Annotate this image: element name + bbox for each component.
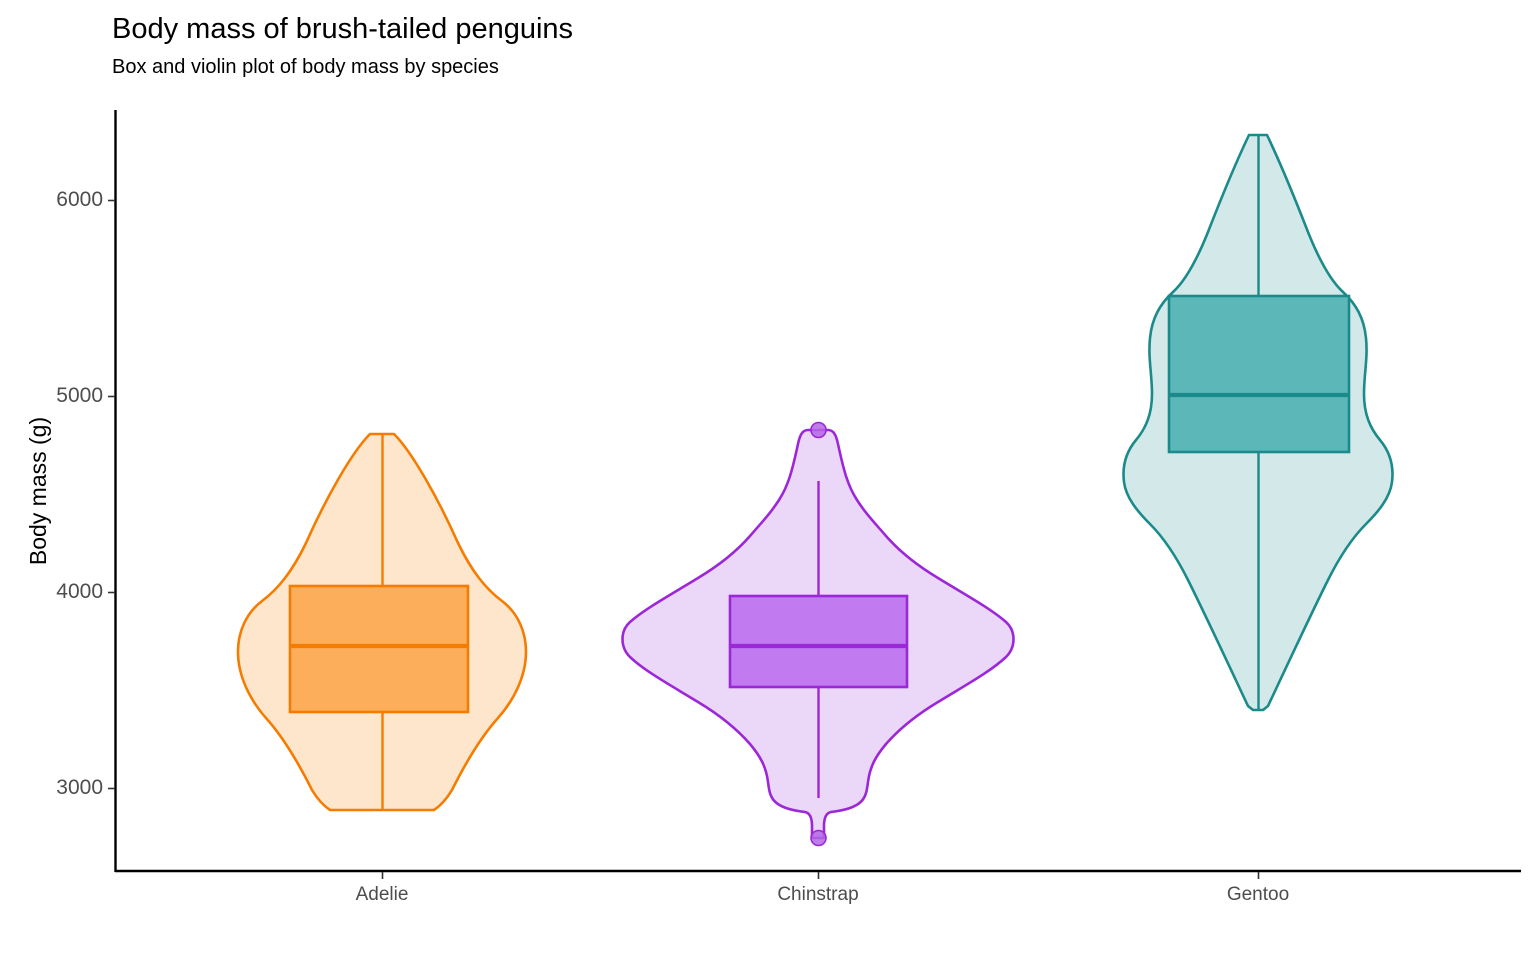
outlier-point-chinstrap-high[interactable] (810, 421, 827, 439)
chart-subtitle: Box and violin plot of body mass by spec… (112, 56, 499, 79)
y-axis-tick-labels: 6000 5000 4000 3000 (0, 0, 103, 960)
group-adelie[interactable] (236, 432, 528, 812)
x-tick-label-chinstrap: Chinstrap (777, 884, 859, 905)
group-chinstrap[interactable] (621, 421, 1015, 847)
box-gentoo[interactable] (1167, 294, 1351, 454)
axis-lines (108, 110, 1521, 879)
y-tick-label-6000: 6000 (56, 188, 103, 211)
outlier-point-chinstrap-low[interactable] (810, 829, 827, 847)
page-title: Body mass of brush-tailed penguins (112, 13, 574, 45)
x-tick-label-gentoo: Gentoo (1226, 884, 1290, 905)
y-tick-label-4000: 4000 (56, 580, 103, 603)
group-gentoo[interactable] (1122, 133, 1394, 712)
x-tick-label-adelie: Adelie (355, 884, 409, 905)
y-tick-label-3000: 3000 (56, 776, 103, 799)
box-chinstrap[interactable] (728, 594, 909, 689)
title-block: Body mass of brush-tailed penguins Box a… (112, 12, 1412, 80)
y-tick-label-5000: 5000 (56, 384, 103, 407)
box-adelie[interactable] (288, 584, 470, 714)
